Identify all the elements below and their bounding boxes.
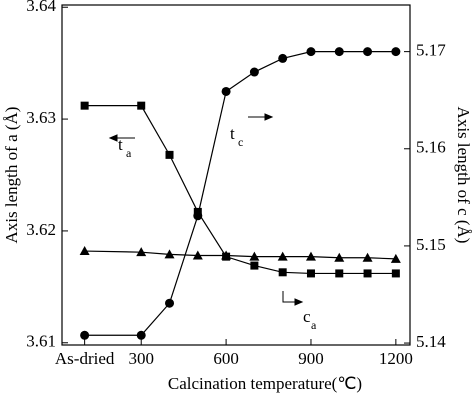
series-line bbox=[84, 105, 396, 275]
marker bbox=[192, 250, 203, 260]
annotation-sub: a bbox=[126, 146, 132, 160]
marker bbox=[306, 269, 315, 278]
x-tick-label: 300 bbox=[128, 349, 154, 368]
marker bbox=[80, 330, 90, 340]
marker bbox=[250, 261, 259, 270]
y2-tick-label: 5.16 bbox=[416, 138, 446, 157]
marker bbox=[305, 251, 316, 261]
annotation-text: c bbox=[303, 307, 311, 326]
marker bbox=[390, 253, 401, 263]
marker bbox=[221, 250, 232, 260]
marker bbox=[164, 249, 175, 259]
marker bbox=[334, 252, 345, 262]
marker bbox=[165, 150, 174, 159]
annotation-text: t bbox=[230, 124, 235, 143]
marker bbox=[249, 67, 259, 77]
annotation-arrows bbox=[108, 113, 304, 306]
y-tick-label: 3.63 bbox=[26, 108, 56, 127]
series-line bbox=[84, 250, 396, 260]
annotation-text: t bbox=[118, 135, 123, 154]
annotation-sub: a bbox=[311, 318, 317, 332]
marker bbox=[391, 269, 400, 278]
plot-frame bbox=[61, 4, 411, 346]
x-tick-label: 900 bbox=[298, 349, 324, 368]
y2-axis-title: Axis length of c (Å) bbox=[454, 107, 473, 244]
marker bbox=[363, 47, 373, 57]
marker bbox=[136, 247, 147, 257]
marker bbox=[391, 47, 401, 57]
y2-tick-label: 5.15 bbox=[416, 235, 446, 254]
y-axis-title: Axis length of a (Å) bbox=[2, 107, 21, 244]
x-tick-label: As-dried bbox=[55, 349, 115, 368]
marker bbox=[363, 269, 372, 278]
x-tick-label: 600 bbox=[213, 349, 239, 368]
marker bbox=[165, 298, 175, 308]
marker bbox=[80, 101, 89, 110]
marker bbox=[137, 101, 146, 110]
y2-tick-label: 5.14 bbox=[416, 332, 446, 351]
y-tick-label: 3.64 bbox=[26, 0, 56, 15]
x-tick-label: 1200 bbox=[379, 349, 413, 368]
marker bbox=[335, 269, 344, 278]
marker bbox=[278, 53, 288, 63]
marker bbox=[277, 251, 288, 261]
marker bbox=[278, 268, 287, 277]
y2-tick-label: 5.17 bbox=[416, 41, 446, 60]
marker bbox=[193, 211, 203, 221]
marker bbox=[306, 47, 316, 57]
annotation-sub: c bbox=[238, 135, 243, 149]
marker bbox=[249, 251, 260, 261]
marker bbox=[221, 86, 231, 96]
x-axis-title: Calcination temperature(℃) bbox=[168, 374, 362, 393]
y-tick-label: 3.61 bbox=[26, 332, 56, 351]
marker bbox=[79, 246, 90, 256]
series-line bbox=[84, 51, 396, 336]
marker bbox=[334, 47, 344, 57]
marker bbox=[362, 252, 373, 262]
y-tick-label: 3.62 bbox=[26, 220, 56, 239]
marker bbox=[136, 330, 146, 340]
